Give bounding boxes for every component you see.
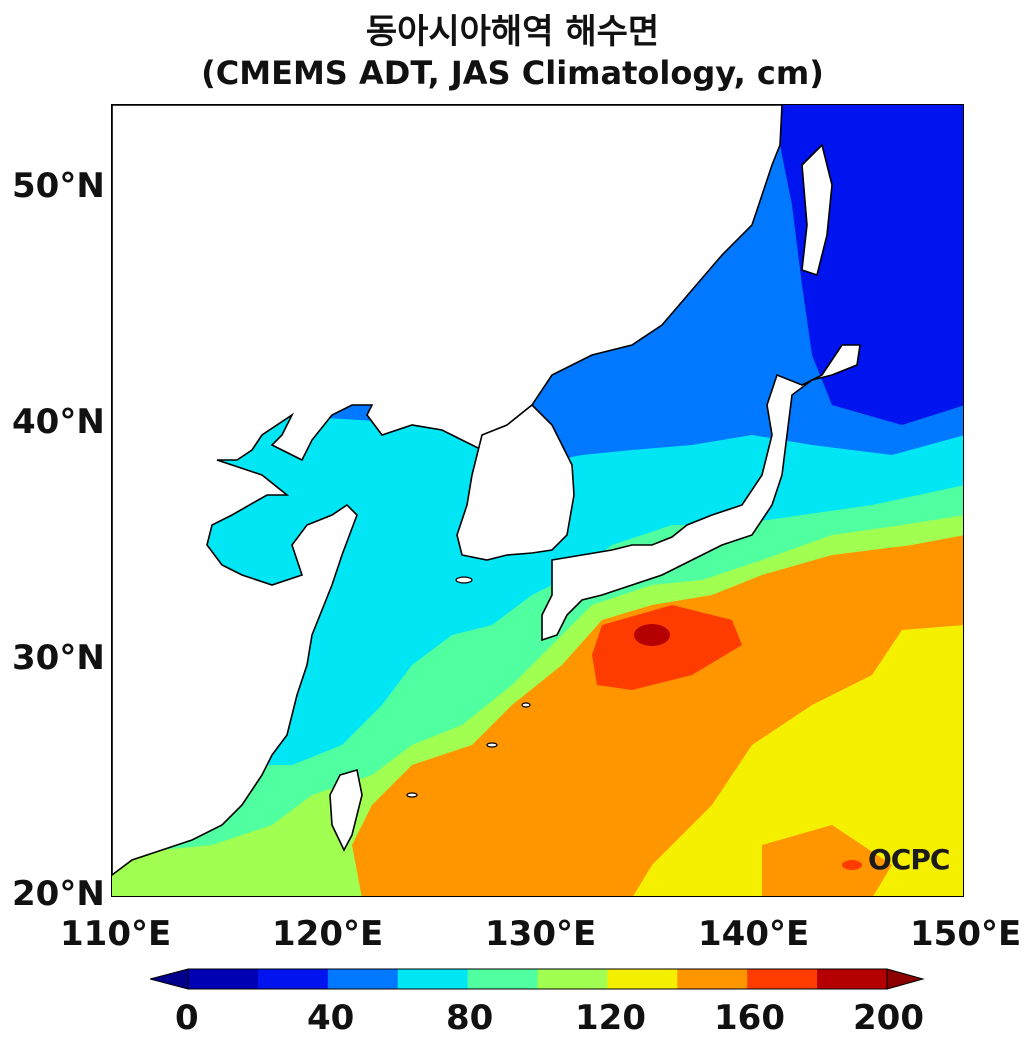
lon-label-150: 150°E (910, 914, 1022, 954)
land-taiwan (329, 768, 363, 852)
lon-label-130: 130°E (485, 914, 597, 954)
colorbar-tick-80: 80 (446, 998, 494, 1038)
lat-label-30: 30°N (12, 638, 105, 678)
colorbar-segment-100 (537, 969, 608, 989)
contour-band-160-180 (592, 605, 742, 690)
colorbar-segment-160 (747, 969, 818, 989)
colorbar-tick-160: 160 (714, 998, 785, 1038)
lon-label-110: 110°E (60, 914, 172, 954)
colorbar-over-arrow (886, 968, 925, 990)
sea-level-field (112, 105, 963, 896)
contour-band-180-200 (634, 624, 670, 646)
lat-label-50: 50°N (12, 166, 105, 206)
contour-band-120-140-se (633, 625, 963, 896)
colorbar-segment-60 (397, 969, 469, 989)
land-japan (541, 344, 861, 642)
lon-label-140: 140°E (698, 914, 810, 954)
map-title: 동아시아해역 해수면 (365, 12, 660, 52)
ocpc-logo: OCPC (868, 843, 950, 876)
land-sakhalin (801, 143, 833, 277)
colorbar-tick-0: 0 (175, 998, 199, 1038)
colorbar-border (187, 968, 888, 990)
land-asia (112, 105, 783, 876)
colorbar-segment-140 (677, 969, 748, 989)
colorbar-segment-120 (607, 969, 678, 989)
colorbar-tick-120: 120 (575, 998, 646, 1038)
land-korea (456, 403, 575, 561)
colorbar-under-arrow (150, 968, 189, 990)
colorbar-tick-200: 200 (853, 998, 924, 1038)
map-subtitle: (CMEMS ADT, JAS Climatology, cm) (201, 54, 824, 92)
colorbar-segment-0 (188, 969, 259, 989)
map-panel (111, 104, 964, 897)
colorbar-tick-40: 40 (307, 998, 355, 1038)
lat-label-40: 40°N (12, 402, 105, 442)
lon-label-120: 120°E (272, 914, 384, 954)
colorbar-segment-20 (257, 969, 329, 989)
colorbar-segment-40 (327, 969, 399, 989)
colorbar-segment-80 (467, 969, 538, 989)
colorbar-segment-180 (817, 969, 888, 989)
lat-label-20: 20°N (12, 874, 105, 914)
colorbar (150, 968, 925, 990)
